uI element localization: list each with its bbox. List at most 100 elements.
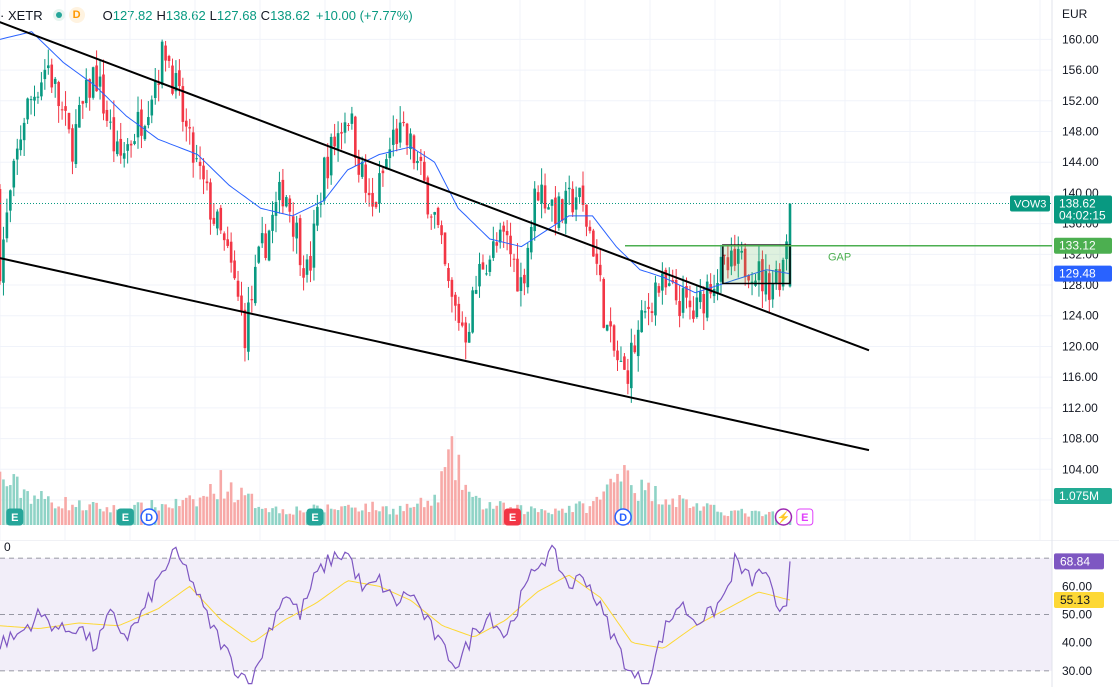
candle-body [730,250,733,267]
volume-bar [171,508,174,525]
volume-bar [81,510,85,525]
event-badge-label: D [145,512,153,524]
volume-bar [640,479,643,525]
volume-bar [354,507,357,525]
candle-body [91,67,95,98]
chart-legend: · XETR D O 127.82 H 138.62 L 127.68 C 13… [0,4,413,26]
rsi-pane[interactable]: 60.00 50.00 40.00 30.00 68.84 55.13 [0,540,1119,687]
candle-body [416,160,419,164]
symbol-exchange[interactable]: · XETR [0,7,43,23]
price-axis-label: 120.00 [1062,339,1099,353]
high-value: 138.62 [165,7,206,23]
candle-body [222,233,226,241]
volume-bar [426,500,430,525]
candle-body [95,65,98,92]
volume-bar [112,505,116,525]
volume-bar [209,484,212,525]
candle-body [571,188,574,213]
volume-bar [526,511,530,525]
candle-body [291,216,295,237]
volume-bar [5,486,9,525]
price-chart[interactable]: GAP 160.00156.00152.00148.00144.00140.00… [0,0,1119,540]
candle-body [74,124,78,165]
volume-bar [736,510,740,525]
candle-body [212,217,216,224]
candle-body [15,148,19,160]
volume-bar [754,510,757,525]
volume-bar [250,493,254,525]
candle-body [88,79,91,98]
currency-label[interactable]: EUR [1062,7,1088,21]
volume-bar [523,514,526,525]
volume-bar [226,491,229,525]
volume-bar [336,510,340,525]
candle-body [526,247,530,288]
candle-body [505,231,509,236]
candle-body [533,188,537,232]
candle-body [2,239,5,283]
candle-body [140,109,143,136]
rsi-ma-tag: 55.13 [1060,593,1090,607]
volume-bar [664,499,668,525]
candle-body [195,158,198,160]
candle-body [236,280,240,297]
volume-bar [564,512,568,525]
volume-bar [64,497,67,525]
candle-body [171,65,174,94]
candle-body [554,197,557,224]
earnings-badge [504,508,521,526]
candle-body [150,99,154,116]
high-key: H [156,7,166,23]
rsi-value-tag: 68.84 [1060,554,1090,568]
candle-body [184,120,188,127]
volume-bar [495,505,499,525]
volume-bar [198,497,202,525]
price-axis-label: 148.00 [1062,124,1099,138]
candle-body [674,279,678,301]
event-badge-label: E [122,512,129,524]
volume-bar [574,503,578,525]
volume-bar [40,491,43,525]
volume-bar [695,503,699,525]
open-value: 127.82 [112,7,153,23]
candle-body [371,192,374,207]
price-axis-label: 156.00 [1062,63,1099,77]
candle-body [595,253,599,264]
candle-body [467,331,471,343]
volume-bar [550,514,554,525]
candle-body [322,157,326,201]
volume-bar [598,499,602,525]
candle-body [661,273,664,291]
candle-body [716,282,719,294]
volume-bar [33,495,36,525]
earnings-badge [116,508,134,526]
candle-body [702,293,706,314]
volume-bar [757,511,761,525]
volume-bar [688,508,692,525]
volume-bar [571,512,574,525]
candle-body [657,286,661,293]
candle-body [250,299,254,301]
volume-bar [716,511,719,525]
volume-bar [288,513,292,525]
candle-body [616,350,619,361]
rsi-tags: 68.84 55.13 [1054,553,1104,609]
volume-bar [402,511,405,525]
candle-body [198,161,202,166]
delay-badge[interactable]: D [68,7,85,23]
rsi-legend-zero: 0 [4,540,11,554]
candle-body [529,226,533,253]
volume-bar [709,504,712,525]
volume-bar [2,479,5,525]
candle-body [723,254,726,256]
candle-body [312,223,316,268]
volume-bar [350,507,354,525]
candle-body [681,288,685,313]
volume-bar [391,508,395,525]
candle-body [647,306,650,310]
volume-bar [233,502,236,525]
volume-bar [433,494,436,525]
change-value: +10.00 (+7.77%) [315,7,413,23]
close-value: 138.62 [270,7,310,23]
candle-body [9,190,12,211]
